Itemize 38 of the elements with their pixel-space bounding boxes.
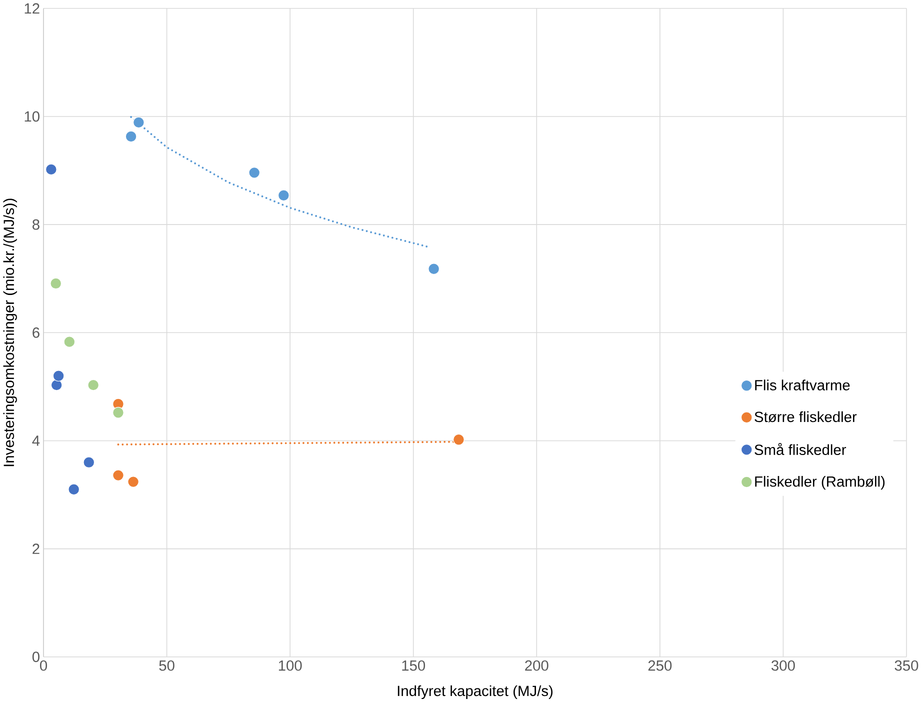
y-tick-label: 8 bbox=[32, 219, 40, 230]
y-tick-label: 4 bbox=[32, 436, 40, 446]
x-tick-label: 250 bbox=[648, 660, 672, 671]
point bbox=[278, 190, 290, 201]
point bbox=[88, 379, 100, 391]
legend-label: Større fliskedler bbox=[754, 411, 857, 422]
x-tick-label: 50 bbox=[159, 660, 174, 671]
y-tick-label: 12 bbox=[24, 3, 40, 14]
y-tick-label: 2 bbox=[32, 544, 40, 554]
x-tick-label: 200 bbox=[525, 660, 548, 671]
y-tick-label: 10 bbox=[24, 111, 40, 122]
legend-label: Fliskedler (Rambøll) bbox=[755, 476, 885, 490]
legend-label: Små fliskedler bbox=[754, 442, 846, 455]
point bbox=[68, 484, 80, 495]
y-axis-title: Investeringsomkostninger (mio.kr./(MJ/s)) bbox=[3, 198, 17, 466]
point bbox=[50, 379, 62, 391]
x-tick-label: 0 bbox=[40, 660, 48, 671]
point bbox=[128, 476, 139, 488]
x-tick-label: 150 bbox=[402, 660, 426, 671]
point bbox=[45, 164, 57, 175]
x-tick-label: 300 bbox=[771, 660, 795, 671]
point bbox=[428, 263, 440, 274]
point bbox=[248, 166, 260, 178]
point bbox=[83, 456, 95, 468]
point bbox=[112, 406, 124, 418]
y-tick-label: 6 bbox=[32, 327, 40, 338]
x-tick-label: 350 bbox=[894, 660, 918, 671]
x-tick-label: 100 bbox=[278, 660, 302, 671]
point bbox=[133, 116, 144, 128]
x-axis-title: Indfyret kapacitet (MJ/s) bbox=[398, 685, 553, 699]
point bbox=[52, 370, 64, 382]
point bbox=[125, 130, 137, 142]
point bbox=[50, 278, 62, 290]
point bbox=[453, 434, 464, 446]
point bbox=[112, 469, 124, 481]
point bbox=[64, 336, 76, 348]
y-tick-label: 0 bbox=[32, 652, 40, 662]
legend-label: Flis kraftvarme bbox=[755, 379, 850, 390]
